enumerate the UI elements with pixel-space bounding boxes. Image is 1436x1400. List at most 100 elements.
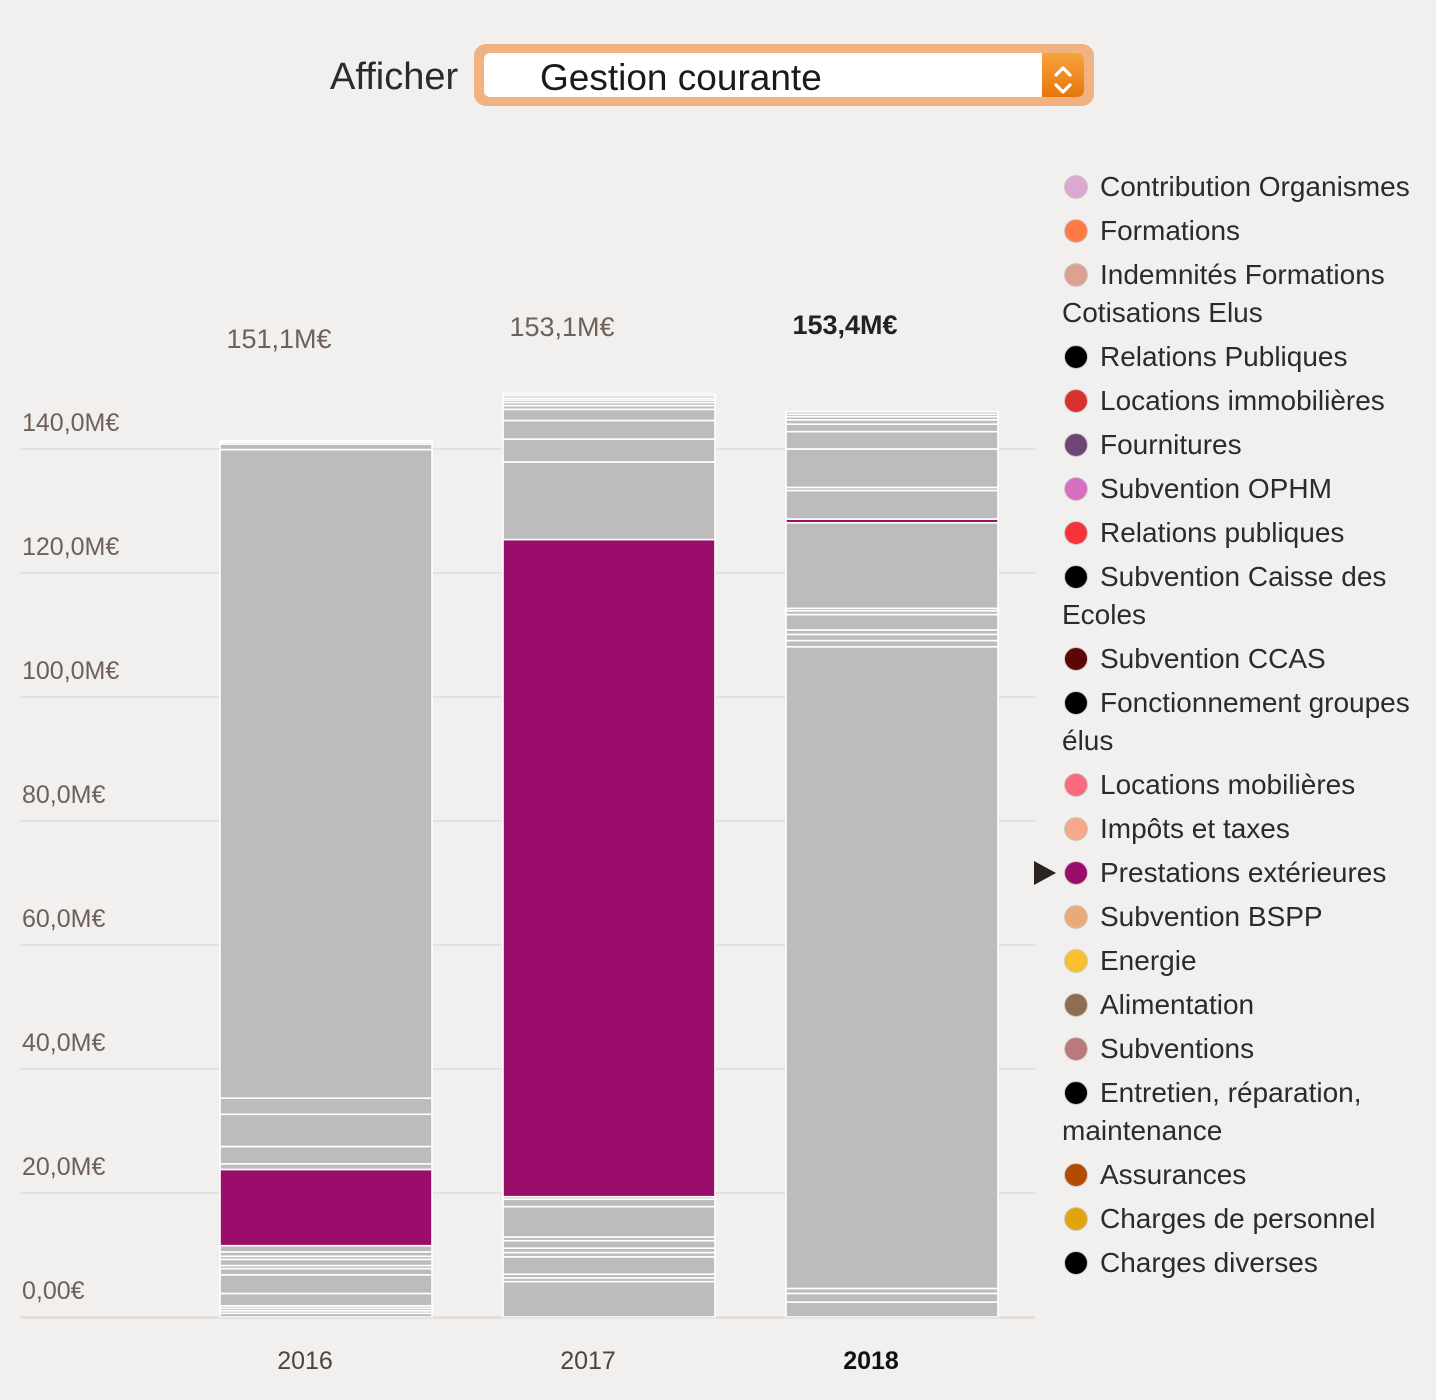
legend-item[interactable]: Relations publiques: [1062, 514, 1436, 552]
bar-segment[interactable]: [785, 1301, 999, 1318]
legend-swatch-icon: [1064, 1251, 1088, 1275]
bar-segment[interactable]: [219, 1145, 433, 1165]
legend-label: Contribution Organismes: [1100, 171, 1410, 202]
category-select-box[interactable]: Gestion courante: [484, 53, 1084, 97]
y-tick-label: 100,0M€: [22, 657, 119, 685]
bar-segment[interactable]: [219, 1113, 433, 1148]
bar-segment[interactable]: [502, 408, 716, 422]
legend-label: Locations mobilières: [1100, 769, 1356, 800]
legend-item[interactable]: Prestations extérieures: [1034, 854, 1436, 892]
bar-segment[interactable]: [785, 410, 999, 416]
legend-item[interactable]: Charges de personnel: [1062, 1200, 1436, 1238]
legend-item[interactable]: Contribution Organismes: [1062, 168, 1436, 206]
legend-label: Fournitures: [1100, 429, 1242, 460]
bar-segment[interactable]: [785, 521, 999, 610]
legend-item[interactable]: Alimentation: [1062, 986, 1436, 1024]
x-tick-label[interactable]: 2016: [277, 1347, 333, 1375]
y-tick-label: 20,0M€: [22, 1153, 105, 1181]
legend-label: Fonctionnement groupes élus: [1062, 687, 1410, 756]
y-tick-label: 40,0M€: [22, 1029, 105, 1057]
legend-label: Assurances: [1100, 1159, 1247, 1190]
legend-swatch-icon: [1064, 219, 1088, 243]
bar-segment[interactable]: [219, 1258, 433, 1267]
legend-item[interactable]: Entretien, réparation, maintenance: [1062, 1074, 1436, 1150]
bar-segment-highlighted[interactable]: [219, 1168, 433, 1247]
bar-segment[interactable]: [785, 423, 999, 433]
legend-swatch-icon: [1064, 477, 1088, 501]
legend-item[interactable]: Formations: [1062, 212, 1436, 250]
legend-item[interactable]: Subvention CCAS: [1062, 640, 1436, 678]
legend-label: Indemnités Formations Cotisations Elus: [1062, 259, 1385, 328]
bar-segment[interactable]: [219, 1097, 433, 1116]
bar-segment[interactable]: [219, 440, 433, 443]
legend-swatch-icon: [1064, 1207, 1088, 1231]
legend-item[interactable]: Fournitures: [1062, 426, 1436, 464]
legend-swatch-icon: [1064, 565, 1088, 589]
legend-item[interactable]: Subvention OPHM: [1062, 470, 1436, 508]
bar-segment-highlighted[interactable]: [502, 538, 716, 1198]
legend-item[interactable]: Impôts et taxes: [1062, 810, 1436, 848]
legend-item[interactable]: Fonctionnement groupes élus: [1062, 684, 1436, 760]
bar-segment[interactable]: [502, 461, 716, 541]
legend-item[interactable]: Assurances: [1062, 1156, 1436, 1194]
bar-segment[interactable]: [785, 645, 999, 1290]
legend-swatch-icon: [1064, 1163, 1088, 1187]
bar-segment[interactable]: [785, 448, 999, 489]
x-tick-label[interactable]: 2018: [843, 1347, 899, 1375]
bar-segment[interactable]: [219, 1163, 433, 1171]
bar-segment[interactable]: [785, 430, 999, 450]
legend-swatch-icon: [1064, 817, 1088, 841]
legend-label: Prestations extérieures: [1100, 857, 1387, 888]
bar-segment[interactable]: [219, 1244, 433, 1253]
select-chevrons-icon[interactable]: [1042, 53, 1084, 97]
legend-swatch-icon: [1064, 263, 1088, 287]
bar-segment[interactable]: [502, 1256, 716, 1276]
legend-item[interactable]: Subventions: [1062, 1030, 1436, 1068]
legend-swatch-icon: [1064, 773, 1088, 797]
bar-segment[interactable]: [785, 489, 999, 520]
legend-label: Charges de personnel: [1100, 1203, 1376, 1234]
bar-segment[interactable]: [219, 1274, 433, 1295]
bar-segment[interactable]: [502, 1280, 716, 1318]
bar-segment[interactable]: [219, 1292, 433, 1307]
legend-item[interactable]: Locations immobilières: [1062, 382, 1436, 420]
category-select[interactable]: Gestion courante: [474, 44, 1094, 106]
bar-segment[interactable]: [502, 393, 716, 397]
bar-segment[interactable]: [219, 448, 433, 1099]
x-tick-label[interactable]: 2017: [560, 1347, 616, 1375]
legend-item[interactable]: Charges diverses: [1062, 1244, 1436, 1282]
legend-label: Relations Publiques: [1100, 341, 1348, 372]
legend-item[interactable]: Relations Publiques: [1062, 338, 1436, 376]
legend-label: Relations publiques: [1100, 517, 1345, 548]
legend-label: Energie: [1100, 945, 1197, 976]
bar-segment[interactable]: [785, 639, 999, 648]
legend-item[interactable]: Energie: [1062, 942, 1436, 980]
y-tick-label: 80,0M€: [22, 781, 105, 809]
bar-segment[interactable]: [502, 1239, 716, 1249]
legend-label: Subvention BSPP: [1100, 901, 1323, 932]
bar-segment[interactable]: [502, 1198, 716, 1208]
legend-label: Subvention CCAS: [1100, 643, 1326, 674]
bar-segment[interactable]: [785, 1292, 999, 1303]
legend-label: Charges diverses: [1100, 1247, 1318, 1278]
bar-segment[interactable]: [502, 438, 716, 463]
filter-bar: Afficher Gestion courante: [0, 40, 1436, 110]
legend-item[interactable]: Locations mobilières: [1062, 766, 1436, 804]
bar-segment[interactable]: [785, 633, 999, 642]
category-select-value: Gestion courante: [540, 57, 822, 97]
bar-total-label: 153,1M€: [509, 312, 614, 342]
legend-swatch-icon: [1064, 1037, 1088, 1061]
filter-label: Afficher: [330, 56, 459, 98]
y-tick-label: 120,0M€: [22, 533, 119, 561]
bar-segment[interactable]: [219, 443, 433, 451]
legend-item[interactable]: Subvention Caisse des Ecoles: [1062, 558, 1436, 634]
legend-item[interactable]: Subvention BSPP: [1062, 898, 1436, 936]
bar-segment[interactable]: [219, 1267, 433, 1276]
legend-swatch-icon: [1064, 647, 1088, 671]
bar-segment[interactable]: [502, 419, 716, 440]
legend-item[interactable]: Indemnités Formations Cotisations Elus: [1062, 256, 1436, 332]
legend-swatch-icon: [1064, 175, 1088, 199]
bar-segment[interactable]: [785, 613, 999, 631]
legend-label: Subvention Caisse des Ecoles: [1062, 561, 1387, 630]
bar-segment[interactable]: [502, 1205, 716, 1238]
